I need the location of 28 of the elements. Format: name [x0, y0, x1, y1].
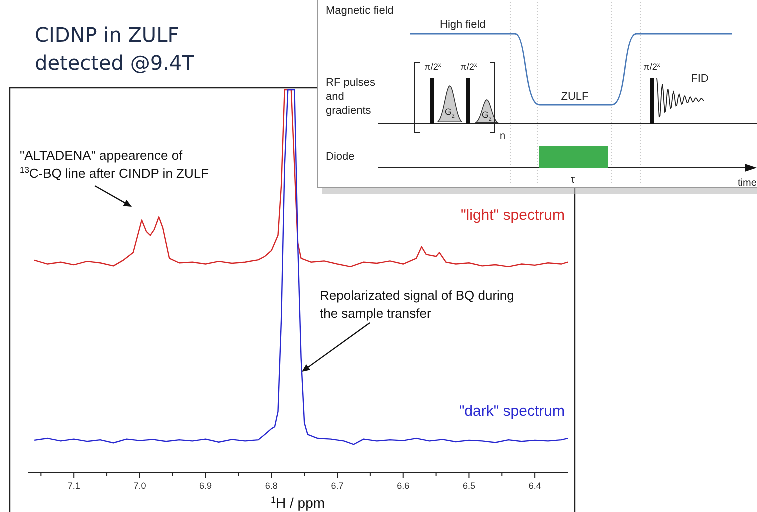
text: π/2$^{x}$ [424, 62, 442, 72]
x-axis-title: $^{1}$H / ppm [270, 495, 326, 511]
x-tick-label: 6.8 [265, 481, 278, 491]
annotation: G$_{z}$ [482, 110, 492, 123]
text: FID [691, 73, 709, 85]
annotation: G$_{z}$ [445, 107, 456, 120]
x-tick-label: 6.7 [331, 481, 344, 491]
x-tick-label: 7.1 [68, 481, 80, 491]
annotation: RF pulses and gradients [326, 77, 376, 117]
annotation: Repolarizated signal of BQ during the sample transfer [320, 288, 514, 321]
x-tick-label: 6.5 [462, 481, 476, 491]
annotation: Diode [326, 151, 355, 163]
x-tick-label: 6.4 [528, 481, 542, 491]
chart-title: CIDNP in ZULF detected @9.4T [35, 23, 196, 75]
annotation: "ALTADENA" appearence of $^{13}$C-BQ line after CINDP in ZULF [20, 148, 210, 181]
text: Magnetic field [326, 5, 394, 17]
series-label: "dark" spectrum [459, 403, 565, 420]
x-tick-label: 6.9 [200, 481, 212, 491]
text: π/2$^{x}$ [460, 62, 478, 72]
text: time [738, 178, 757, 189]
text: High field [440, 19, 486, 31]
text: τ [570, 174, 576, 186]
text: π/2$^{x}$ [644, 62, 660, 72]
x-tick-label: 6.6 [397, 481, 410, 491]
text: "light" spectrum [460, 207, 565, 224]
annotation: n [500, 131, 506, 142]
x-tick-label: 7.0 [134, 481, 146, 491]
annotation: ZULF [561, 91, 590, 103]
